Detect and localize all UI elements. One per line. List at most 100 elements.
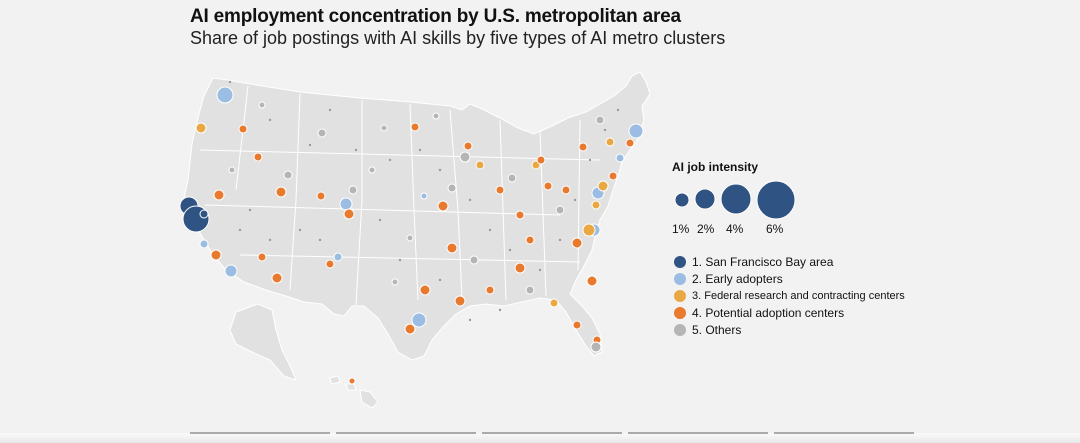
legend-label: 5. Others xyxy=(692,323,742,337)
metro-dot[interactable] xyxy=(271,272,283,284)
size-label-4pct: 4% xyxy=(726,222,744,236)
metro-dot[interactable] xyxy=(572,320,582,330)
metro-dot[interactable] xyxy=(578,142,588,152)
metro-dot[interactable] xyxy=(495,185,505,195)
slide-indicator-3[interactable] xyxy=(482,432,622,434)
cluster-3-dots xyxy=(195,122,615,308)
metro-dot[interactable] xyxy=(463,141,473,151)
slide-indicator-2[interactable] xyxy=(336,432,476,434)
metro-dot[interactable] xyxy=(571,237,583,249)
metro-dot[interactable] xyxy=(348,185,358,195)
metro-dot[interactable] xyxy=(411,312,427,328)
metro-dot[interactable] xyxy=(420,192,428,200)
metro-dot[interactable] xyxy=(195,122,207,134)
metro-dot[interactable] xyxy=(257,252,267,262)
metro-dot[interactable] xyxy=(419,284,431,296)
metro-dot[interactable] xyxy=(591,200,601,210)
metro-dot[interactable] xyxy=(410,122,420,132)
metro-dot[interactable] xyxy=(283,170,293,180)
metro-dot[interactable] xyxy=(469,255,479,265)
slide-indicator-5[interactable] xyxy=(774,432,914,434)
metro-dot[interactable] xyxy=(368,166,376,174)
metro-dot[interactable] xyxy=(238,124,248,134)
metro-dot[interactable] xyxy=(549,298,559,308)
metro-dot[interactable] xyxy=(406,234,414,242)
metro-dot[interactable] xyxy=(454,295,466,307)
size-label-2pct: 2% xyxy=(697,222,715,236)
metro-dot[interactable] xyxy=(459,151,471,163)
slide-indicator-4[interactable] xyxy=(628,432,768,434)
legend-label: 1. San Francisco Bay area xyxy=(692,255,834,269)
metro-dot[interactable] xyxy=(339,197,353,211)
metro-dot[interactable] xyxy=(475,160,485,170)
cluster-4-dots xyxy=(210,122,635,385)
metro-dot[interactable] xyxy=(432,112,440,120)
legend-label: 4. Potential adoption centers xyxy=(692,306,845,320)
metro-dot[interactable] xyxy=(590,341,602,353)
chart-title: AI employment concentration by U.S. metr… xyxy=(190,6,681,27)
metro-dot[interactable] xyxy=(446,242,458,254)
metro-dot[interactable] xyxy=(258,101,266,109)
metro-dot[interactable] xyxy=(216,86,234,104)
metro-dot[interactable] xyxy=(582,223,596,237)
metro-dot[interactable] xyxy=(536,155,546,165)
metro-dot[interactable] xyxy=(333,252,343,262)
metro-dot[interactable] xyxy=(615,153,625,163)
size-legend-2pct xyxy=(694,188,716,210)
legend-item-potential[interactable]: 4. Potential adoption centers xyxy=(672,305,844,321)
metro-dot[interactable] xyxy=(586,275,598,287)
metro-dot[interactable] xyxy=(199,209,209,219)
metro-dot[interactable] xyxy=(348,377,356,385)
metro-dot[interactable] xyxy=(316,191,326,201)
cluster-1-dots xyxy=(179,196,210,233)
legend-swatch xyxy=(674,324,686,336)
metro-dot[interactable] xyxy=(437,200,449,212)
metro-dot[interactable] xyxy=(628,123,644,139)
bottom-scroll-bar xyxy=(0,433,1080,443)
metro-dot[interactable] xyxy=(380,124,388,132)
metro-dot[interactable] xyxy=(561,185,571,195)
cluster-2-dots xyxy=(199,86,644,328)
hawaii-shape xyxy=(329,375,379,409)
size-legend-1pct xyxy=(674,192,690,208)
metro-dot[interactable] xyxy=(625,138,635,148)
metro-dot[interactable] xyxy=(404,323,416,335)
metro-dot[interactable] xyxy=(525,235,535,245)
legend-label: 3. Federal research and contracting cent… xyxy=(692,290,905,302)
legend-item-early-adopters[interactable]: 2. Early adopters xyxy=(672,271,783,287)
metro-dot[interactable] xyxy=(213,189,225,201)
metro-dot[interactable] xyxy=(608,171,618,181)
small-metro-dots xyxy=(228,80,620,322)
legend-item-others[interactable]: 5. Others xyxy=(672,322,741,338)
legend-item-sf-bay[interactable]: 1. San Francisco Bay area xyxy=(672,254,833,270)
metro-dot[interactable] xyxy=(514,262,526,274)
state-borders xyxy=(199,85,601,306)
metro-dot[interactable] xyxy=(507,173,517,183)
metro-dot[interactable] xyxy=(210,249,222,261)
legend-swatch xyxy=(674,307,686,319)
metro-dot[interactable] xyxy=(317,128,327,138)
metro-dot[interactable] xyxy=(605,137,615,147)
chart-subtitle: Share of job postings with AI skills by … xyxy=(190,28,726,48)
metro-dot[interactable] xyxy=(447,183,457,193)
metro-dot[interactable] xyxy=(253,152,263,162)
metro-dot[interactable] xyxy=(199,239,209,249)
metro-dot[interactable] xyxy=(595,115,605,125)
slide-indicator-1[interactable] xyxy=(190,432,330,434)
metro-dot[interactable] xyxy=(325,259,335,269)
metro-dot[interactable] xyxy=(525,285,535,295)
size-label-1pct: 1% xyxy=(672,222,690,236)
metro-dot[interactable] xyxy=(515,210,525,220)
legend-swatch xyxy=(674,273,686,285)
metro-dot[interactable] xyxy=(275,186,287,198)
metro-dot[interactable] xyxy=(391,278,399,286)
metro-dot[interactable] xyxy=(228,166,236,174)
metro-dot[interactable] xyxy=(224,264,238,278)
metro-dot[interactable] xyxy=(555,205,565,215)
metro-dot[interactable] xyxy=(543,181,553,191)
metro-dot[interactable] xyxy=(485,285,495,295)
legend-item-federal[interactable]: 3. Federal research and contracting cent… xyxy=(672,288,905,304)
metro-dot[interactable] xyxy=(343,208,355,220)
metro-dot[interactable] xyxy=(597,180,609,192)
